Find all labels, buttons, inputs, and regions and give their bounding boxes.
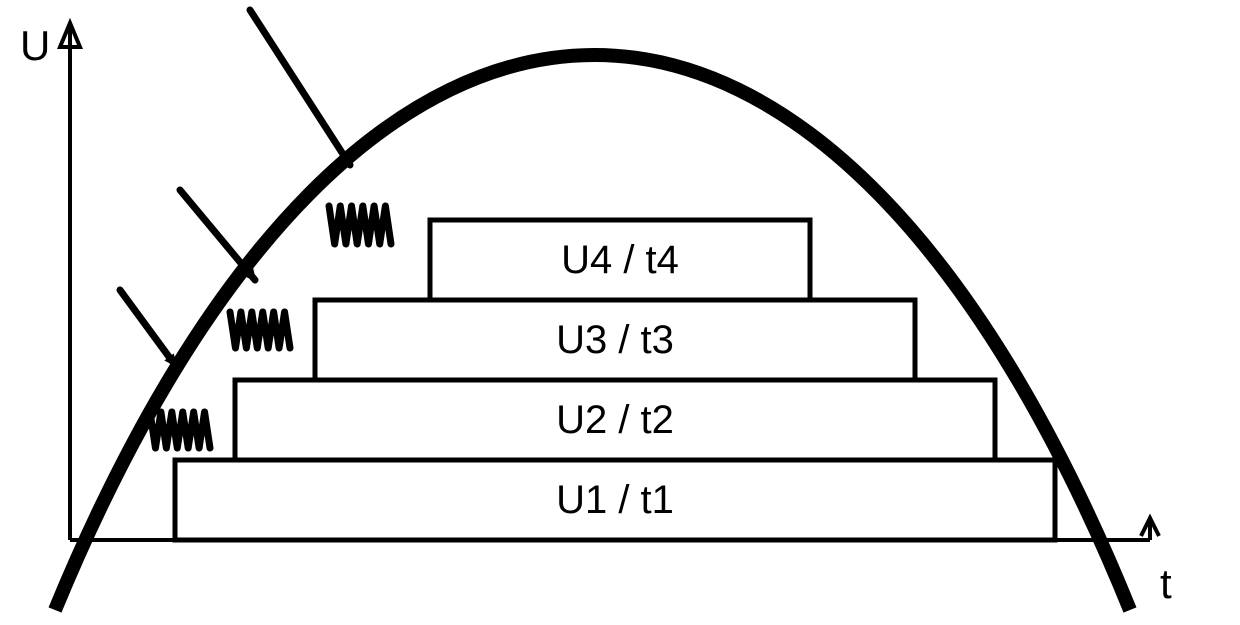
pointer-arrow-3 <box>250 10 350 165</box>
oscillation-mark-2 <box>230 312 290 348</box>
level-rect-1: U1 / t1 <box>175 460 1055 540</box>
pointer-arrow-2 <box>180 190 255 280</box>
level-rect-4: U4 / t4 <box>430 220 810 300</box>
level-rect-2: U2 / t2 <box>235 380 995 460</box>
level-rect-3: U3 / t3 <box>315 300 915 380</box>
x-axis-label: t <box>1160 560 1172 607</box>
oscillation-mark-3 <box>329 206 391 244</box>
y-axis-label: U <box>20 22 50 69</box>
oscillation-mark-1 <box>150 412 210 448</box>
level-label-2: U2 / t2 <box>556 398 674 442</box>
level-label-4: U4 / t4 <box>561 238 679 282</box>
pointer-arrow-1 <box>120 290 175 365</box>
level-label-1: U1 / t1 <box>556 478 674 522</box>
level-label-3: U3 / t3 <box>556 318 674 362</box>
voltage-time-diagram: U1 / t1 U2 / t2 U3 / t3 U4 / t4 Ut <box>0 0 1240 625</box>
